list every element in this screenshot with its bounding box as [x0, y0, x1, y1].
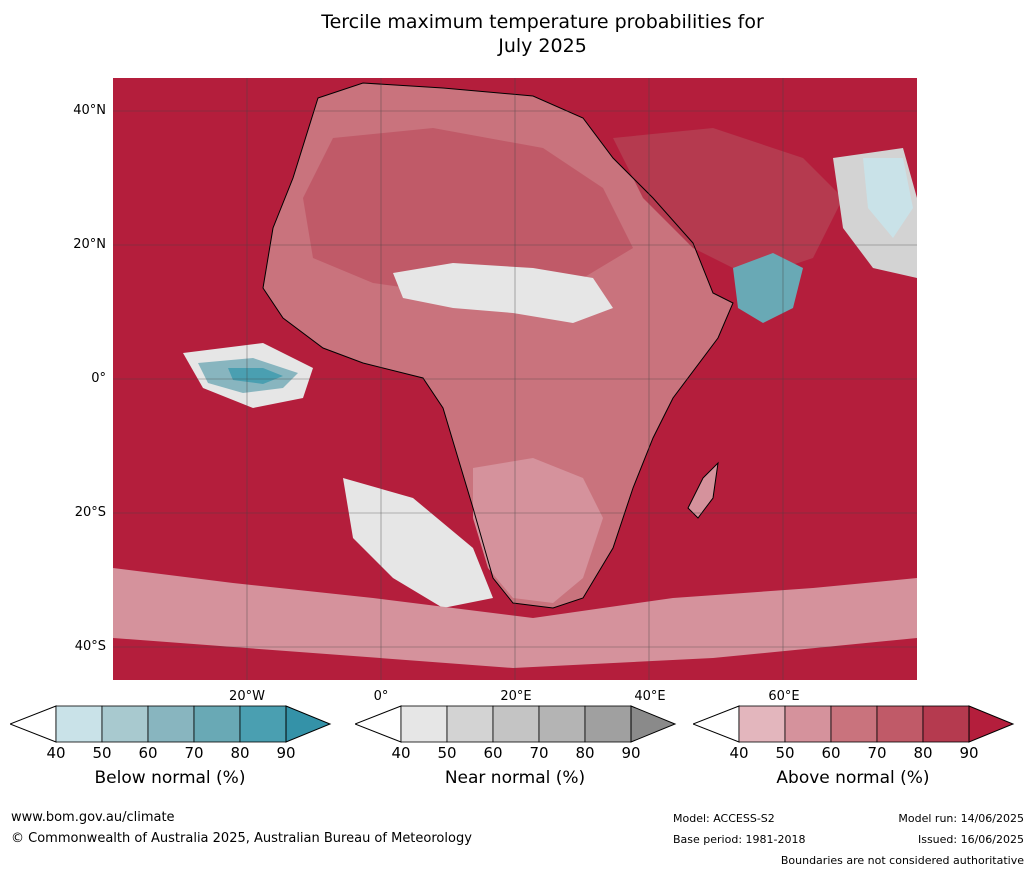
colorbar-below-bin-40 — [55, 705, 103, 743]
footer-disclaimer: Boundaries are not considered authoritat… — [780, 854, 1024, 867]
colorbar-above-bin-40 — [738, 705, 786, 743]
colorbar-below-bin-50 — [101, 705, 149, 743]
cb-near-tick-60: 60 — [483, 744, 503, 762]
colorbar-above-max-arrow — [968, 705, 1015, 743]
footer-issued: Issued: 16/06/2025 — [917, 833, 1024, 846]
cb-near-tick-70: 70 — [529, 744, 549, 762]
colorbar-above-bin-70 — [876, 705, 924, 743]
map-svg — [113, 78, 917, 680]
colorbar-below-bin-80 — [239, 705, 287, 743]
atlantic-below-normal-core — [228, 368, 283, 384]
colorbar-above-min-arrow — [693, 705, 740, 743]
lat-label-20s: 20°S — [74, 505, 106, 520]
colorbar-below-max-arrow — [285, 705, 332, 743]
colorbar-above-bin-60 — [830, 705, 878, 743]
colorbar-near-normal — [355, 705, 677, 743]
page-title: Tercile maximum temperature probabilitie… — [0, 10, 1035, 58]
cb-above-tick-80: 80 — [913, 744, 933, 762]
lon-label-20e: 20°E — [500, 689, 532, 704]
cb-above-title: Above normal (%) — [776, 768, 930, 788]
cb-near-tick-90: 90 — [621, 744, 641, 762]
lat-label-40s: 40°S — [74, 639, 106, 654]
colorbar-below-min-arrow — [10, 705, 57, 743]
cb-below-tick-60: 60 — [138, 744, 158, 762]
footer-model-run: Model run: 14/06/2025 — [898, 812, 1024, 825]
africa-coastline — [262, 82, 734, 609]
cb-above-tick-70: 70 — [867, 744, 887, 762]
colorbar-near-bin-70 — [538, 705, 586, 743]
arabian-sea-below-normal — [733, 253, 803, 323]
footer-model: Model: ACCESS-S2 — [673, 812, 775, 825]
southern-africa-region — [473, 458, 603, 603]
madagascar — [687, 461, 719, 519]
footer-copyright: © Commonwealth of Australia 2025, Austra… — [11, 831, 472, 846]
colorbar-near-bin-50 — [446, 705, 494, 743]
cb-below-tick-80: 80 — [230, 744, 250, 762]
footer-website: www.bom.gov.au/climate — [11, 810, 175, 825]
india-below-normal — [863, 158, 913, 238]
lat-label-0: 0° — [91, 371, 106, 386]
cb-below-tick-70: 70 — [184, 744, 204, 762]
sahel-near-normal — [393, 263, 613, 323]
cb-above-tick-50: 50 — [775, 744, 795, 762]
colorbar-near-max-arrow — [630, 705, 677, 743]
probability-map — [113, 78, 917, 680]
cb-above-tick-90: 90 — [959, 744, 979, 762]
colorbar-below-bin-60 — [147, 705, 195, 743]
cb-near-tick-50: 50 — [437, 744, 457, 762]
title-line-1: Tercile maximum temperature probabilitie… — [321, 11, 764, 33]
cb-above-tick-60: 60 — [821, 744, 841, 762]
lat-label-20n: 20°N — [73, 237, 106, 252]
lon-label-60e: 60°E — [768, 689, 800, 704]
sahara-region — [303, 128, 633, 293]
arabia-region — [613, 128, 843, 278]
cb-near-title: Near normal (%) — [444, 768, 586, 788]
colorbar-below-bin-70 — [193, 705, 241, 743]
cb-below-tick-50: 50 — [92, 744, 112, 762]
colorbar-near-bin-80 — [584, 705, 632, 743]
cb-near-tick-40: 40 — [391, 744, 411, 762]
colorbar-above-bin-80 — [922, 705, 970, 743]
gridlines — [113, 78, 917, 680]
lon-label-20w: 20°W — [229, 689, 265, 704]
lat-label-40n: 40°N — [73, 103, 106, 118]
colorbar-above-normal — [693, 705, 1015, 743]
cb-below-tick-90: 90 — [276, 744, 296, 762]
cb-below-title: Below normal (%) — [94, 768, 246, 788]
cb-below-tick-40: 40 — [46, 744, 66, 762]
colorbar-near-min-arrow — [355, 705, 402, 743]
colorbar-near-bin-40 — [400, 705, 448, 743]
footer-base-period: Base period: 1981-2018 — [673, 833, 806, 846]
colorbar-below-normal — [10, 705, 332, 743]
colorbar-above-bin-50 — [784, 705, 832, 743]
title-line-2: July 2025 — [498, 35, 587, 57]
colorbar-near-bin-60 — [492, 705, 540, 743]
lon-label-0: 0° — [373, 689, 389, 704]
cb-near-tick-80: 80 — [575, 744, 595, 762]
cb-above-tick-40: 40 — [729, 744, 749, 762]
lon-label-40e: 40°E — [634, 689, 666, 704]
south-atlantic-near-normal-band — [343, 478, 493, 608]
